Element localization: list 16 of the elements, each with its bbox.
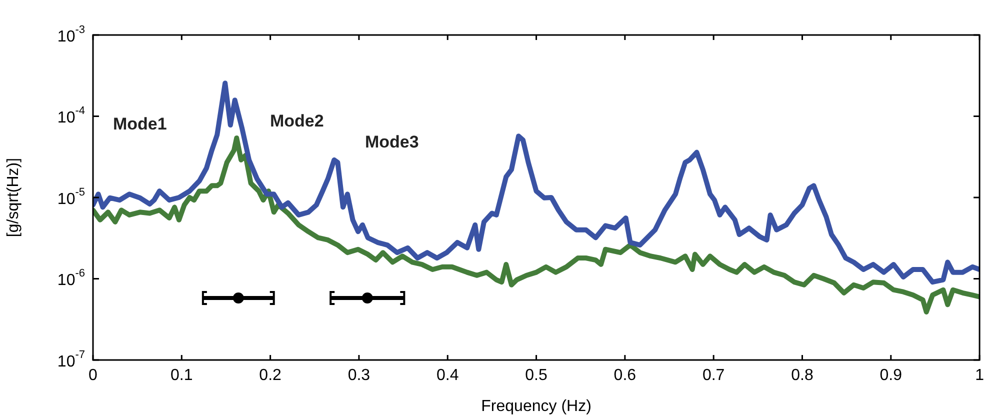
annotation: Mode2 <box>270 112 324 131</box>
x-tick-label: 0.2 <box>259 367 282 384</box>
x-axis-title: Frequency (Hz) <box>481 398 592 415</box>
x-tick-label: 0.5 <box>525 367 548 384</box>
x-tick-label: 0.9 <box>880 367 902 384</box>
x-tick-label: 0.8 <box>791 367 814 384</box>
x-tick-label: 0.6 <box>614 367 636 384</box>
x-tick-label: 0 <box>88 367 98 384</box>
x-tick-label: 0.4 <box>436 367 459 384</box>
annotation: Mode1 <box>113 114 167 134</box>
x-tick-label: 0.1 <box>170 367 193 384</box>
x-tick-label: 0.3 <box>348 367 370 384</box>
x-tick-label: 1 <box>975 367 984 384</box>
y-axis-title: [g/sqrt(Hz)] <box>5 158 22 238</box>
annotation: Mode3 <box>365 132 419 152</box>
x-tick-label: 0.7 <box>702 367 725 384</box>
